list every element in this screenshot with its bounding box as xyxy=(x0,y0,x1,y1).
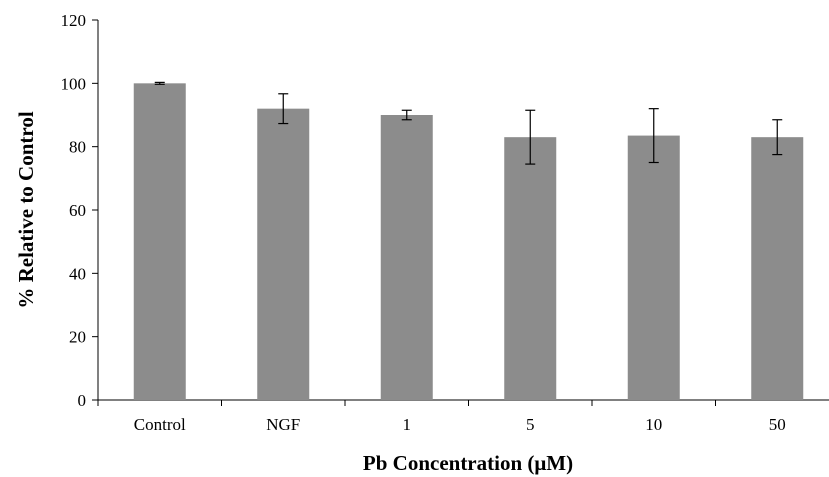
y-tick-label: 80 xyxy=(69,138,86,157)
x-tick-label: 1 xyxy=(403,415,412,434)
plot-area: 0 20 40 60 80 100 120 Control NGF 1 5 10 50 xyxy=(61,11,829,434)
x-tick-label: 10 xyxy=(645,415,662,434)
bar-5 xyxy=(504,137,557,400)
bar-10 xyxy=(627,135,680,401)
x-tick-label: 50 xyxy=(769,415,786,434)
bar-control xyxy=(133,83,186,400)
bar-ngf xyxy=(257,108,310,401)
y-tick-label: 60 xyxy=(69,201,86,220)
y-tick-label: 0 xyxy=(78,391,87,410)
y-tick-label: 120 xyxy=(61,11,87,30)
y-tick-label: 40 xyxy=(69,264,86,283)
bar-1 xyxy=(380,115,433,400)
x-tick-label: NGF xyxy=(266,415,300,434)
x-tick-label: 5 xyxy=(526,415,535,434)
x-tick-label: Control xyxy=(134,415,186,434)
x-axis-title: Pb Concentration (μM) xyxy=(363,451,573,475)
bar-50 xyxy=(751,137,804,400)
y-axis-title: % Relative to Control xyxy=(14,111,38,308)
y-tick-label: 100 xyxy=(61,74,87,93)
y-tick-label: 20 xyxy=(69,328,86,347)
